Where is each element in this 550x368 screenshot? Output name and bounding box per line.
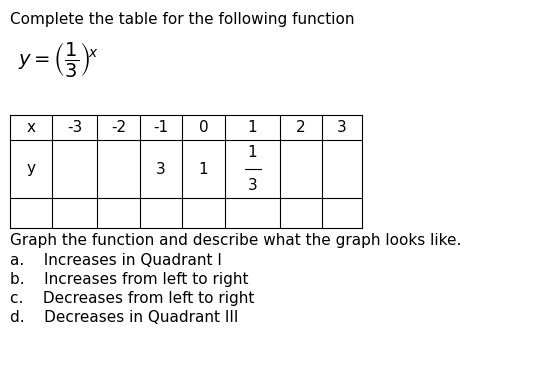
Text: -2: -2 bbox=[111, 120, 126, 135]
Text: 1: 1 bbox=[199, 162, 208, 177]
Text: $y = \left(\dfrac{1}{3}\right)^{\!x}$: $y = \left(\dfrac{1}{3}\right)^{\!x}$ bbox=[18, 40, 99, 79]
Text: 2: 2 bbox=[296, 120, 306, 135]
Text: 1: 1 bbox=[248, 145, 257, 160]
Text: Complete the table for the following function: Complete the table for the following fun… bbox=[10, 12, 355, 27]
Text: -1: -1 bbox=[153, 120, 168, 135]
Text: d.    Decreases in Quadrant III: d. Decreases in Quadrant III bbox=[10, 310, 238, 325]
Text: -3: -3 bbox=[67, 120, 82, 135]
Text: 3: 3 bbox=[248, 178, 257, 193]
Text: 1: 1 bbox=[248, 120, 257, 135]
Text: a.    Increases in Quadrant I: a. Increases in Quadrant I bbox=[10, 253, 222, 268]
Text: 3: 3 bbox=[337, 120, 347, 135]
Text: c.    Decreases from left to right: c. Decreases from left to right bbox=[10, 291, 254, 306]
Text: 3: 3 bbox=[156, 162, 166, 177]
Text: b.    Increases from left to right: b. Increases from left to right bbox=[10, 272, 249, 287]
Text: 0: 0 bbox=[199, 120, 208, 135]
Text: x: x bbox=[26, 120, 36, 135]
Text: y: y bbox=[26, 162, 36, 177]
Text: Graph the function and describe what the graph looks like.: Graph the function and describe what the… bbox=[10, 233, 461, 248]
